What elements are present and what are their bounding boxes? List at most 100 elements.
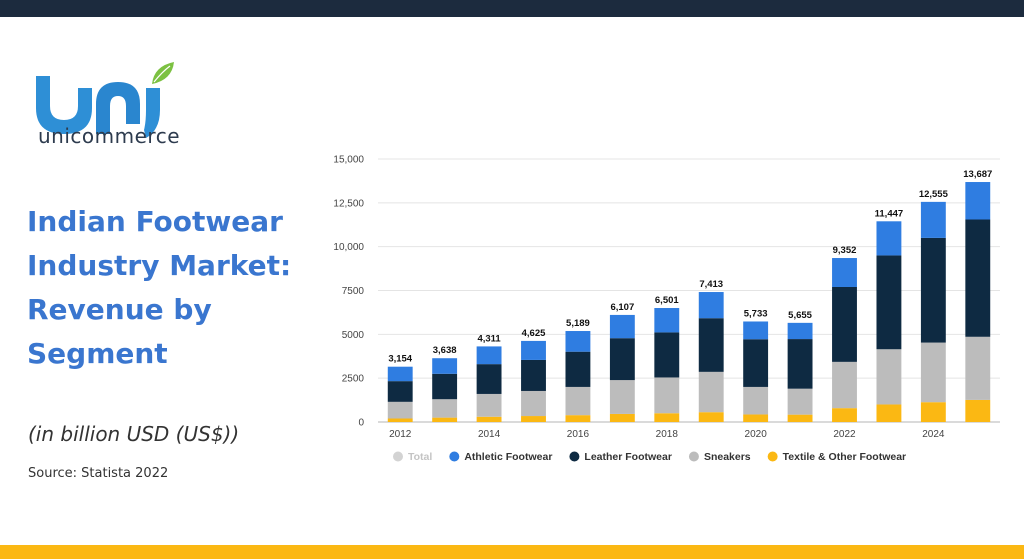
bar-stacks bbox=[387, 182, 991, 422]
y-tick-label: 10,000 bbox=[333, 242, 364, 253]
bar-segment-sneakers bbox=[787, 388, 813, 415]
total-label: 4,625 bbox=[522, 328, 546, 339]
x-tick-label: 2014 bbox=[478, 429, 501, 440]
total-label: 4,311 bbox=[477, 333, 501, 344]
chart-grid bbox=[378, 158, 1000, 423]
bar-segment-athletic-footwear bbox=[876, 221, 902, 256]
x-tick-label: 2020 bbox=[745, 429, 768, 440]
bar-segment-textile-other-footwear bbox=[654, 413, 680, 422]
total-label: 11,447 bbox=[875, 208, 904, 219]
total-label: 12,555 bbox=[919, 189, 949, 200]
bar-segment-athletic-footwear bbox=[920, 201, 946, 238]
bar-segment-athletic-footwear bbox=[521, 340, 546, 360]
total-label: 6,107 bbox=[610, 302, 634, 313]
y-tick-label: 0 bbox=[358, 418, 364, 429]
bar-segment-leather-footwear bbox=[832, 286, 857, 362]
bar-segment-athletic-footwear bbox=[476, 346, 502, 365]
legend-marker-athletic-footwear bbox=[449, 451, 460, 462]
bar-segment-textile-other-footwear bbox=[387, 418, 413, 422]
total-label: 7,413 bbox=[699, 279, 723, 290]
bar-segment-sneakers bbox=[876, 349, 902, 405]
bar-segment-sneakers bbox=[832, 361, 857, 409]
y-tick-label: 5000 bbox=[342, 330, 365, 341]
legend-label-athletic-footwear: Athletic Footwear bbox=[464, 451, 552, 463]
total-label: 9,352 bbox=[833, 245, 857, 256]
x-tick-label: 2022 bbox=[833, 429, 856, 440]
bar-segment-leather-footwear bbox=[565, 351, 591, 387]
bar-segment-textile-other-footwear bbox=[965, 399, 991, 422]
bar-segment-sneakers bbox=[965, 336, 991, 400]
bar-segment-sneakers bbox=[698, 371, 724, 413]
bar-segment-leather-footwear bbox=[876, 255, 902, 350]
bar-segment-athletic-footwear bbox=[787, 322, 813, 340]
bar-segment-sneakers bbox=[387, 401, 413, 419]
bar-segment-athletic-footwear bbox=[387, 366, 413, 382]
total-labels: 3,154 3,638 4,311 4,625 5,189 6,107 6,501 7,413… bbox=[388, 169, 992, 365]
bar-segment-sneakers bbox=[565, 386, 591, 416]
bar-segment-athletic-footwear bbox=[565, 331, 591, 352]
bar-segment-athletic-footwear bbox=[965, 182, 991, 220]
x-tick-label: 2016 bbox=[567, 429, 590, 440]
legend-marker-sneakers bbox=[688, 451, 699, 462]
bar-segment-textile-other-footwear bbox=[476, 416, 502, 422]
bar-segment-leather-footwear bbox=[787, 339, 813, 389]
x-tick-label: 2012 bbox=[389, 429, 412, 440]
total-label: 13,687 bbox=[963, 169, 992, 180]
legend-label-total: Total bbox=[408, 451, 432, 463]
bar-segment-athletic-footwear bbox=[698, 292, 724, 319]
y-tick-label: 2500 bbox=[342, 374, 365, 385]
legend-label-sneakers: Sneakers bbox=[704, 451, 751, 463]
total-label: 3,154 bbox=[388, 354, 412, 365]
bar-segment-textile-other-footwear bbox=[787, 414, 813, 422]
brand-name: unicommerce bbox=[38, 124, 180, 148]
bar-segment-sneakers bbox=[521, 390, 546, 417]
bar-segment-leather-footwear bbox=[654, 332, 680, 378]
bar-segment-leather-footwear bbox=[521, 359, 546, 391]
bar-segment-athletic-footwear bbox=[832, 258, 857, 287]
bar-segment-sneakers bbox=[609, 380, 635, 414]
bar-segment-textile-other-footwear bbox=[609, 413, 635, 422]
bar-segment-leather-footwear bbox=[698, 318, 724, 372]
bar-segment-athletic-footwear bbox=[743, 321, 769, 340]
y-tick-label: 12,500 bbox=[333, 198, 364, 209]
y-tick-label: 7500 bbox=[342, 286, 365, 297]
x-axis: 2012 2014 2016 2018 2020 2022 2024 bbox=[389, 429, 945, 440]
bar-segment-sneakers bbox=[476, 393, 502, 417]
legend-label-leather-footwear: Leather Footwear bbox=[584, 451, 672, 463]
bar-segment-leather-footwear bbox=[387, 381, 413, 402]
unicommerce-logo-icon bbox=[36, 62, 174, 138]
top-banner-bar bbox=[0, 0, 1024, 17]
bar-segment-athletic-footwear bbox=[432, 358, 458, 374]
bar-segment-textile-other-footwear bbox=[920, 402, 946, 422]
legend-marker-textile-other-footwear bbox=[767, 451, 778, 462]
legend-marker-leather-footwear bbox=[569, 451, 580, 462]
bottom-banner-bar bbox=[0, 545, 1024, 559]
bar-segment-textile-other-footwear bbox=[698, 412, 724, 422]
bar-segment-textile-other-footwear bbox=[876, 404, 902, 422]
bar-segment-sneakers bbox=[432, 399, 458, 418]
bar-segment-sneakers bbox=[654, 377, 680, 414]
legend-marker-total bbox=[393, 451, 403, 462]
y-axis: 0 2500 5000 7500 10,000 12,500 15,000 bbox=[333, 155, 364, 429]
slide-title: Indian Footwear Industry Market: Revenue… bbox=[27, 205, 292, 370]
legend-label-textile-other-footwear: Textile & Other Footwear bbox=[783, 451, 907, 463]
bar-segment-athletic-footwear bbox=[609, 314, 635, 339]
bar-segment-textile-other-footwear bbox=[432, 417, 458, 422]
bar-segment-leather-footwear bbox=[743, 339, 769, 387]
bar-segment-leather-footwear bbox=[920, 237, 946, 343]
unit-note: (in billion USD (US$)) bbox=[28, 422, 240, 446]
chart-legend: Total Athletic Footwear Leather Footwear Sn… bbox=[393, 451, 906, 463]
bar-segment-textile-other-footwear bbox=[743, 414, 769, 422]
total-label: 5,189 bbox=[566, 318, 590, 329]
bar-segment-leather-footwear bbox=[476, 364, 502, 394]
bar-segment-leather-footwear bbox=[965, 219, 991, 337]
bar-segment-leather-footwear bbox=[432, 373, 458, 400]
total-label: 6,501 bbox=[655, 295, 679, 306]
source-note: Source: Statista 2022 bbox=[28, 466, 169, 481]
bar-segment-textile-other-footwear bbox=[521, 416, 546, 422]
bar-segment-sneakers bbox=[743, 386, 769, 415]
y-tick-label: 15,000 bbox=[333, 155, 364, 166]
bar-segment-textile-other-footwear bbox=[565, 415, 591, 422]
revenue-stacked-bar-chart: 0 2500 5000 7500 10,000 12,500 15,000 3,154 3,6… bbox=[333, 155, 1000, 463]
total-label: 3,638 bbox=[433, 345, 457, 356]
